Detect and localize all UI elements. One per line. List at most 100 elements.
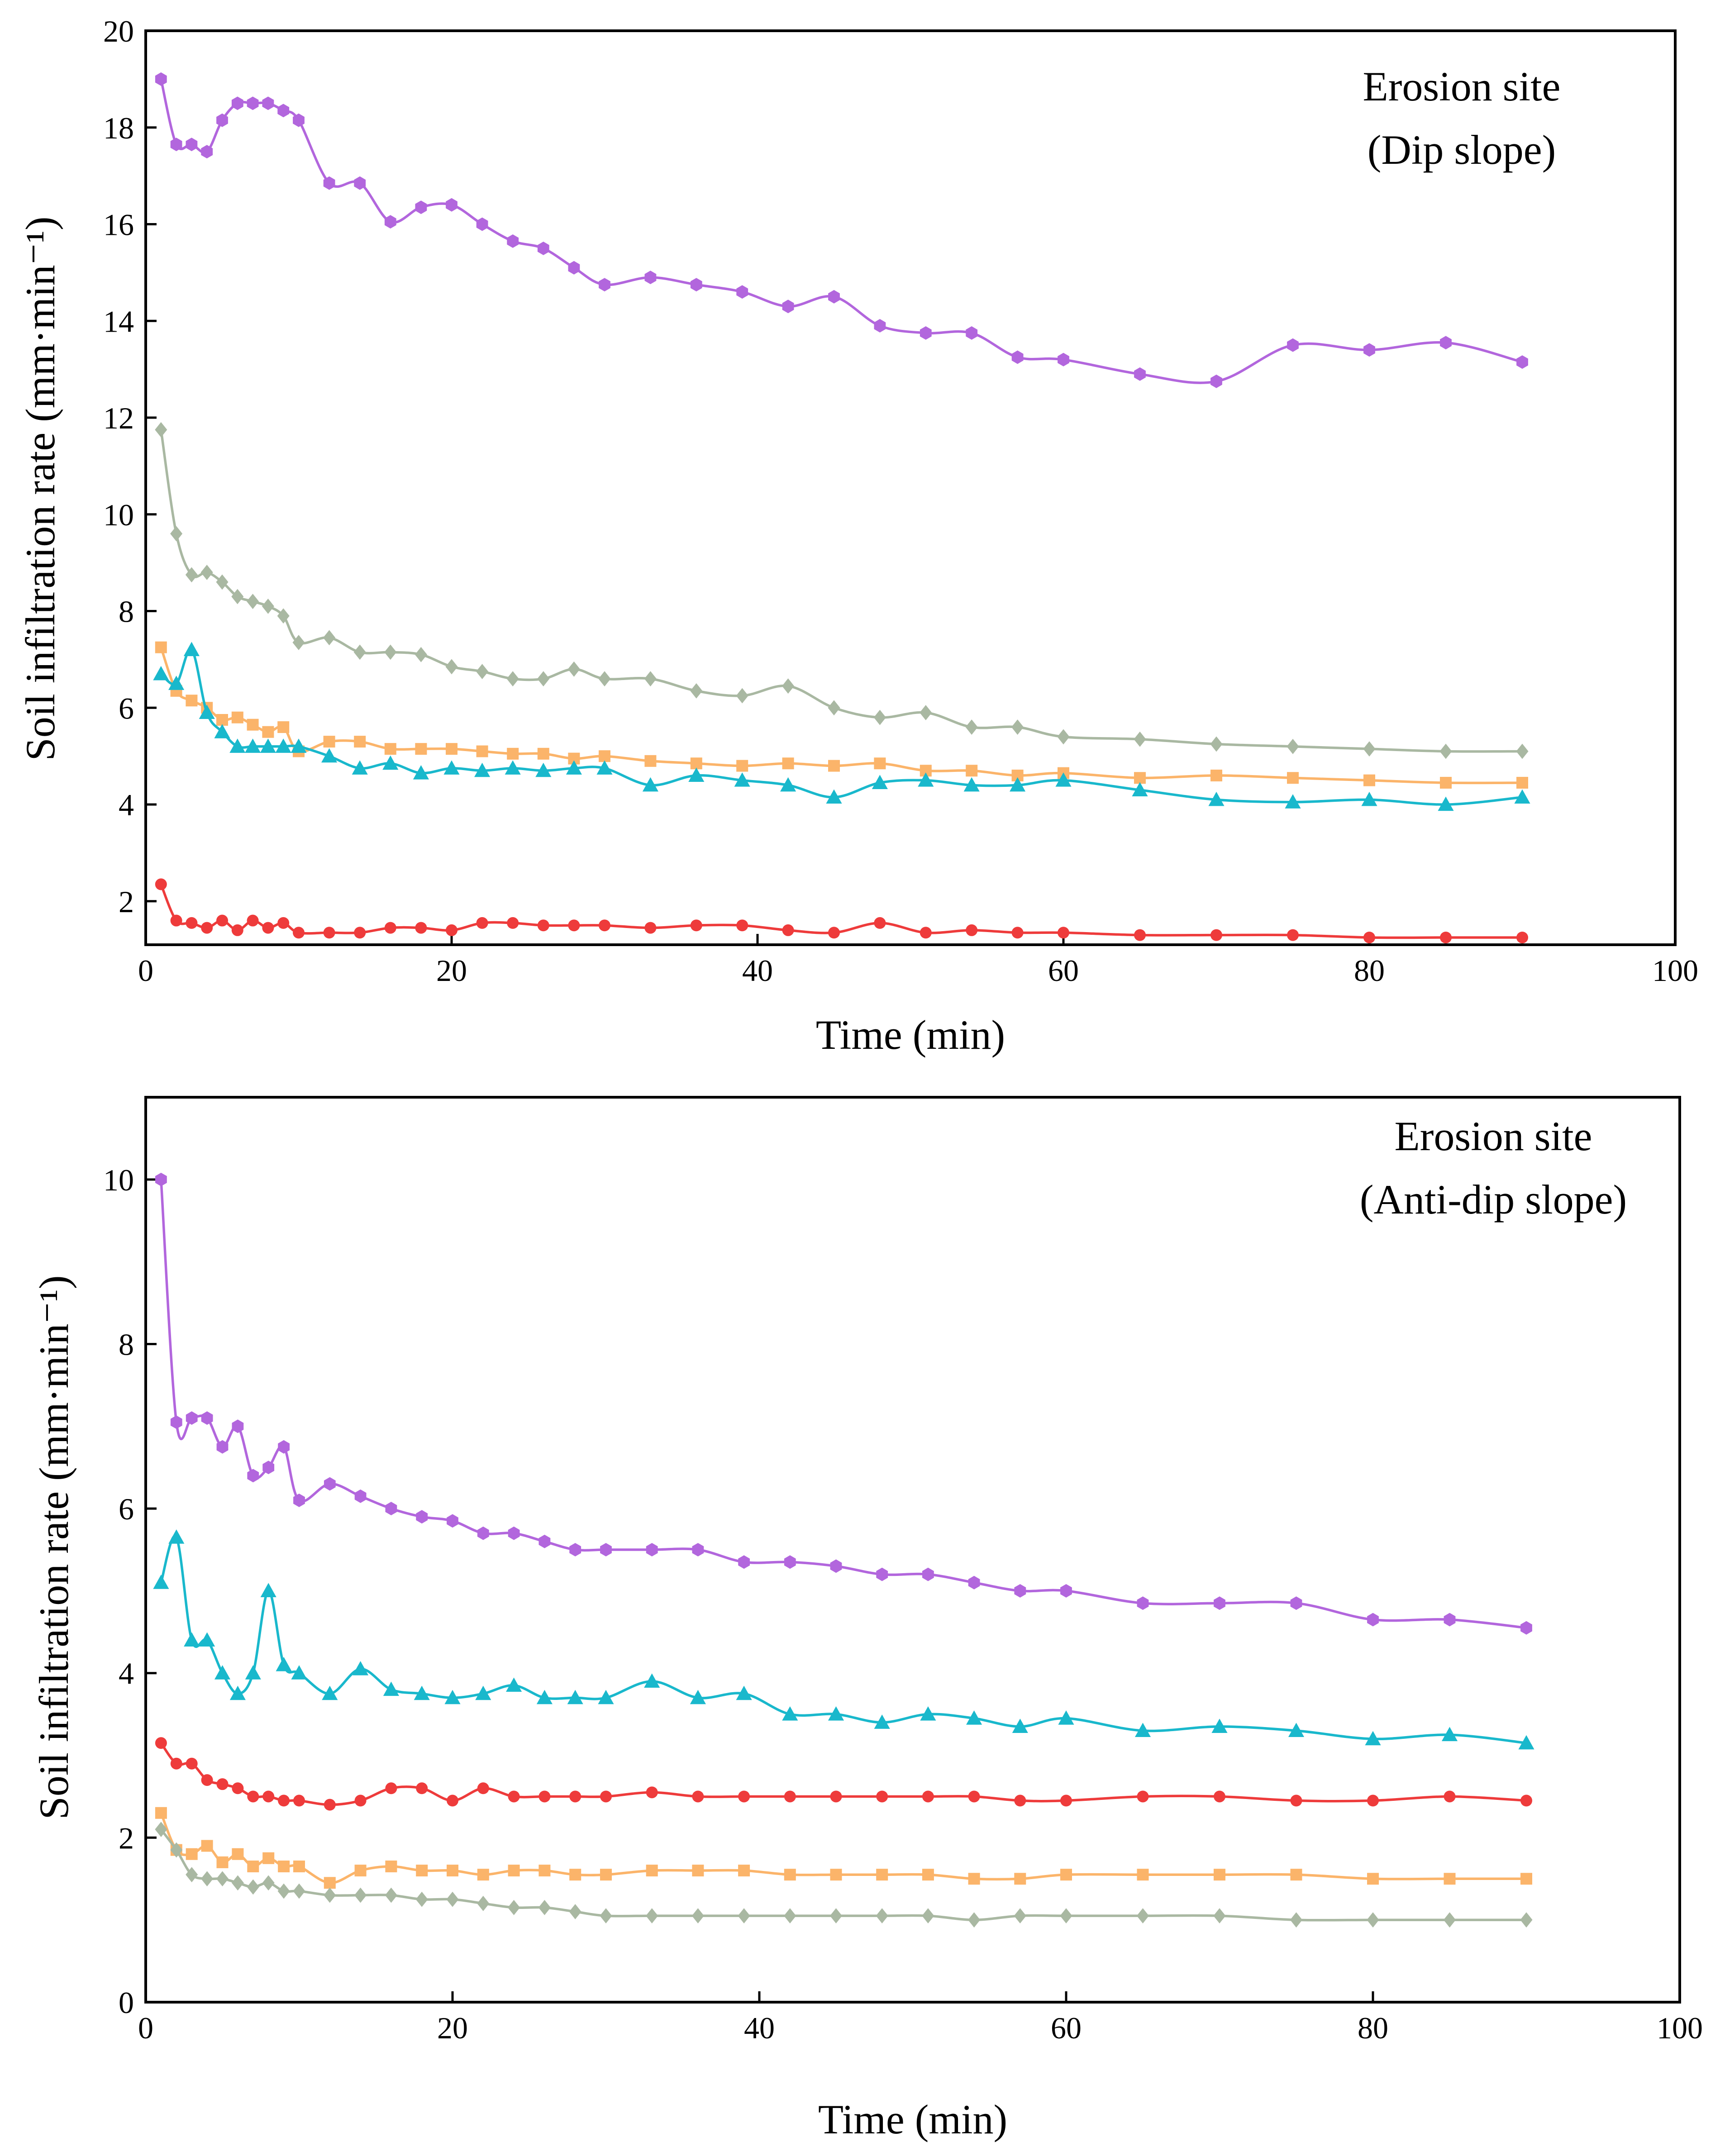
data-point-purple	[384, 215, 396, 229]
data-point-purple	[968, 1575, 980, 1590]
data-point-red	[569, 1790, 581, 1803]
data-point-red	[277, 917, 290, 929]
data-point-purple	[216, 113, 228, 127]
data-point-purple	[1520, 1621, 1532, 1635]
data-point-cyan	[918, 772, 934, 787]
data-point-red	[507, 917, 519, 929]
data-point-grey-green	[385, 1887, 397, 1903]
series-grey-green	[155, 422, 1529, 759]
series-dip	[153, 72, 1530, 943]
data-point-grey-green	[1516, 743, 1529, 759]
data-point-cyan	[566, 760, 582, 775]
data-point-orange	[232, 1848, 244, 1860]
data-point-red	[262, 1790, 275, 1803]
x-tick-label: 80	[1358, 2011, 1388, 2045]
data-point-cyan	[1211, 1718, 1228, 1733]
data-point-cyan	[1514, 789, 1530, 804]
data-point-purple	[1290, 1596, 1302, 1610]
data-point-red	[646, 1786, 658, 1799]
data-point-purple	[537, 242, 549, 255]
data-point-purple	[1367, 1613, 1379, 1627]
data-point-red	[537, 919, 549, 932]
data-point-purple	[277, 104, 290, 118]
data-point-cyan	[505, 760, 521, 775]
data-point-red	[784, 1790, 796, 1803]
data-point-red	[828, 927, 840, 939]
data-point-orange	[155, 641, 167, 653]
data-point-orange	[247, 719, 259, 731]
data-point-grey-green	[292, 635, 305, 650]
data-point-red	[232, 1782, 244, 1794]
data-point-grey-green	[598, 671, 611, 687]
data-point-grey-green	[277, 608, 290, 624]
data-point-grey-green	[445, 659, 458, 675]
y-ticks-dip: 2 4 6 8 10 12 14 16 18 20	[103, 14, 157, 919]
data-point-orange	[416, 1865, 428, 1877]
data-point-red	[1060, 1794, 1072, 1807]
data-point-red	[1363, 931, 1375, 943]
data-point-red	[508, 1790, 520, 1803]
data-point-cyan	[276, 1656, 292, 1671]
data-point-purple	[293, 1494, 305, 1507]
data-point-cyan	[920, 1706, 936, 1721]
data-point-cyan	[782, 1706, 798, 1721]
data-point-orange	[968, 1873, 980, 1885]
data-point-orange	[508, 1865, 520, 1877]
data-point-red	[247, 914, 259, 927]
data-point-orange	[477, 1869, 489, 1881]
data-point-grey-green	[293, 1883, 305, 1899]
data-point-grey-green	[567, 661, 580, 677]
data-point-red	[1290, 1794, 1302, 1807]
data-point-cyan	[780, 777, 796, 792]
x-tick-label: 100	[1652, 953, 1698, 988]
data-point-cyan	[567, 1690, 583, 1704]
data-point-grey-green	[968, 1912, 981, 1928]
data-point-cyan	[184, 1632, 200, 1647]
data-point-grey-green	[1134, 731, 1146, 747]
data-point-cyan	[1010, 777, 1026, 792]
data-point-red	[354, 1794, 367, 1807]
data-point-red	[247, 1790, 259, 1803]
data-point-orange	[690, 757, 702, 770]
data-point-grey-green	[216, 574, 229, 590]
data-point-purple	[262, 96, 274, 110]
x-ticks-dip: 0 20 40 60 80 100	[138, 934, 1698, 988]
series-line-purple	[160, 79, 1523, 384]
data-point-grey-green	[1011, 719, 1024, 735]
data-point-grey-green	[920, 705, 932, 720]
data-point-grey-green	[323, 630, 336, 646]
data-point-grey-green	[873, 709, 886, 725]
chart-dip-slope: 0 20 40 60 80 100 2 4 6 8 10 12 14 16 18 20 Erosion si…	[17, 14, 1698, 1058]
data-point-purple	[508, 1526, 520, 1540]
series-cyan	[153, 1529, 1534, 1750]
chart-anti-dip-slope: 0 20 40 60 80 100 0 2 4 6 8 10 Erosion site (Anti-…	[31, 1096, 1703, 2142]
series-orange	[155, 1807, 1532, 1889]
data-point-orange	[922, 1869, 934, 1881]
data-point-grey-green	[738, 1908, 750, 1923]
series-line-purple	[160, 1179, 1527, 1629]
data-point-red	[1516, 931, 1528, 943]
data-point-purple	[874, 319, 886, 333]
x-tick-label: 60	[1051, 2011, 1082, 2045]
data-point-cyan	[642, 777, 658, 792]
data-point-red	[170, 1757, 182, 1770]
data-point-cyan	[183, 642, 200, 657]
data-point-cyan	[413, 765, 429, 780]
data-point-purple	[232, 1419, 244, 1433]
data-point-grey-green	[200, 565, 213, 580]
data-point-cyan	[383, 1681, 399, 1696]
data-point-orange	[1134, 772, 1146, 784]
data-point-cyan	[1288, 1723, 1305, 1737]
data-point-red	[324, 1799, 336, 1811]
y-tick-label: 6	[119, 691, 134, 725]
data-point-grey-green	[186, 1867, 198, 1883]
data-point-cyan	[214, 1665, 231, 1680]
data-point-purple	[247, 1469, 259, 1483]
data-point-grey-green	[170, 526, 183, 542]
data-point-cyan	[1132, 782, 1148, 797]
data-point-purple	[385, 1502, 397, 1515]
data-point-purple	[201, 145, 213, 159]
data-point-purple	[1444, 1613, 1456, 1627]
x-ticks-anti-dip: 0 20 40 60 80 100	[138, 1991, 1703, 2045]
data-point-cyan	[260, 738, 276, 753]
